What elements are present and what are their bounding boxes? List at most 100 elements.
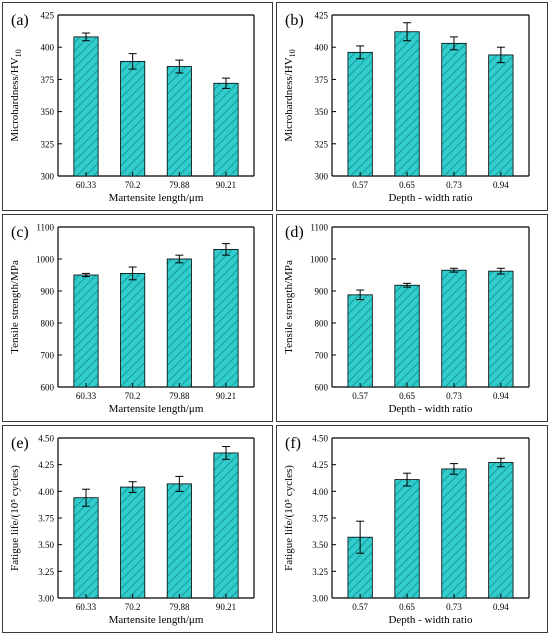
chart-c: (c) 600 700 800 900 1000 1100 60.33 70.2 79.88 90.… xyxy=(9,223,255,415)
x-axis-title: Depth - width ratio xyxy=(388,192,473,204)
y-axis-title: Microhardness/HV10 xyxy=(283,49,297,141)
y-tick-label: 600 xyxy=(41,383,55,393)
y-tick-label: 425 xyxy=(315,11,329,21)
panel-label: (b) xyxy=(285,12,304,29)
x-tick-label: 79.88 xyxy=(169,391,190,401)
x-tick-label: 60.33 xyxy=(76,180,97,190)
x-axis-title: Depth - width ratio xyxy=(388,614,473,626)
y-axis-title-subscript: 10 xyxy=(288,49,297,57)
x-tick-label: 0.73 xyxy=(446,602,462,612)
y-tick-label: 350 xyxy=(41,107,55,117)
bar xyxy=(441,42,467,177)
y-tick-label: 300 xyxy=(41,172,55,182)
bar xyxy=(73,274,99,388)
x-tick-label: 70.2 xyxy=(125,391,141,401)
panel-label: (c) xyxy=(11,224,29,241)
bar xyxy=(488,270,514,388)
x-tick-label: 0.73 xyxy=(446,180,462,190)
y-tick-label: 4.25 xyxy=(38,460,54,470)
chart-f: (f) 3.00 3.25 3.50 3.75 4.00 4.25 4.50 0.57 0.65 0… xyxy=(283,434,530,626)
y-tick-label: 325 xyxy=(315,139,329,149)
chart-panel-d: (d) 600 700 800 900 1000 1100 0.57 0.65 0.73 0.94 D… xyxy=(276,214,548,422)
x-tick-label: 90.21 xyxy=(216,391,236,401)
bar xyxy=(166,258,192,388)
panel-label: (d) xyxy=(285,224,304,241)
y-tick-label: 700 xyxy=(315,351,329,361)
x-tick-label: 0.65 xyxy=(399,391,415,401)
y-tick-label: 425 xyxy=(41,11,55,21)
bar xyxy=(394,284,420,388)
x-tick-label: 70.2 xyxy=(125,180,141,190)
panel-label: (a) xyxy=(11,12,29,29)
chart-panel-a: (a) 300 325 350 375 400 425 60.33 70.2 79.88 90.21… xyxy=(2,2,273,211)
x-tick-label: 79.88 xyxy=(169,180,190,190)
x-tick-label: 0.57 xyxy=(352,180,368,190)
y-axis-title: Fatigue life/(10⁵ cycles) xyxy=(283,465,295,571)
y-tick-label: 400 xyxy=(315,43,329,53)
chart-panel-b: (b) 300 325 350 375 400 425 0.57 0.65 0.73 0.94 Dep… xyxy=(276,2,548,211)
y-axis-title-main: Tensile strength/MPa xyxy=(283,260,295,354)
y-tick-label: 900 xyxy=(315,287,329,297)
y-tick-label: 375 xyxy=(315,75,329,85)
x-tick-label: 70.2 xyxy=(125,602,141,612)
bar xyxy=(441,269,467,388)
y-axis-title: Microhardness/HV10 xyxy=(9,49,23,141)
x-tick-label: 60.33 xyxy=(76,602,97,612)
x-tick-label: 0.94 xyxy=(493,180,509,190)
y-tick-label: 4.00 xyxy=(38,487,54,497)
y-axis-title: Tensile strength/MPa xyxy=(283,260,295,354)
x-tick-label: 0.65 xyxy=(399,602,415,612)
x-axis-title: Martensite length/μm xyxy=(109,192,204,204)
y-tick-label: 800 xyxy=(41,319,55,329)
chart-d: (d) 600 700 800 900 1000 1100 0.57 0.65 0.73 0.94 D… xyxy=(283,223,530,415)
y-axis-title-main: Microhardness/HV xyxy=(283,57,295,141)
chart-a: (a) 300 325 350 375 400 425 60.33 70.2 79.88 90.21… xyxy=(9,11,255,204)
bar xyxy=(213,82,239,177)
bar xyxy=(166,483,192,599)
bar xyxy=(441,468,467,599)
bar xyxy=(347,51,373,177)
y-tick-label: 4.00 xyxy=(312,487,328,497)
y-tick-label: 375 xyxy=(41,75,55,85)
y-tick-label: 400 xyxy=(41,43,55,53)
y-tick-label: 3.00 xyxy=(38,594,54,604)
y-tick-label: 600 xyxy=(315,383,329,393)
y-tick-label: 3.75 xyxy=(312,514,328,524)
y-tick-label: 1100 xyxy=(310,223,328,233)
panel-label: (e) xyxy=(11,435,29,452)
y-tick-label: 3.50 xyxy=(38,540,54,550)
bar xyxy=(394,479,420,599)
bar xyxy=(213,452,239,599)
y-tick-label: 350 xyxy=(315,107,329,117)
x-tick-label: 0.65 xyxy=(399,180,415,190)
y-axis-title-subscript: 10 xyxy=(14,49,23,57)
bar xyxy=(73,36,99,177)
y-tick-label: 3.25 xyxy=(38,567,54,577)
x-tick-label: 0.73 xyxy=(446,391,462,401)
y-tick-label: 325 xyxy=(41,139,55,149)
chart-panel-f: (f) 3.00 3.25 3.50 3.75 4.00 4.25 4.50 0.57 0.65 0… xyxy=(276,425,548,633)
y-tick-label: 900 xyxy=(41,287,55,297)
chart-e: (e) 3.00 3.25 3.50 3.75 4.00 4.25 4.50 60.33 70.2… xyxy=(9,434,255,626)
bar xyxy=(488,54,514,177)
y-axis-title: Tensile strength/MPa xyxy=(9,260,21,354)
chart-panel-e: (e) 3.00 3.25 3.50 3.75 4.00 4.25 4.50 60.33 70.2… xyxy=(2,425,273,633)
y-axis-title: Fatigue life/(10⁵ cycles) xyxy=(9,465,21,571)
bar xyxy=(394,31,420,177)
y-tick-label: 3.75 xyxy=(38,514,54,524)
bar xyxy=(120,273,146,388)
x-axis-title: Depth - width ratio xyxy=(388,403,473,415)
bar xyxy=(166,66,192,177)
x-axis-title: Martensite length/μm xyxy=(109,403,204,415)
bar xyxy=(347,294,373,388)
bar xyxy=(488,462,514,599)
y-axis-title-main: Tensile strength/MPa xyxy=(9,260,21,354)
x-tick-label: 0.57 xyxy=(352,391,368,401)
y-tick-label: 4.50 xyxy=(38,434,54,444)
x-tick-label: 90.21 xyxy=(216,180,236,190)
bar xyxy=(120,60,146,177)
y-tick-label: 1100 xyxy=(36,223,54,233)
y-tick-label: 3.50 xyxy=(312,540,328,550)
y-tick-label: 4.25 xyxy=(312,460,328,470)
x-tick-label: 0.94 xyxy=(493,602,509,612)
